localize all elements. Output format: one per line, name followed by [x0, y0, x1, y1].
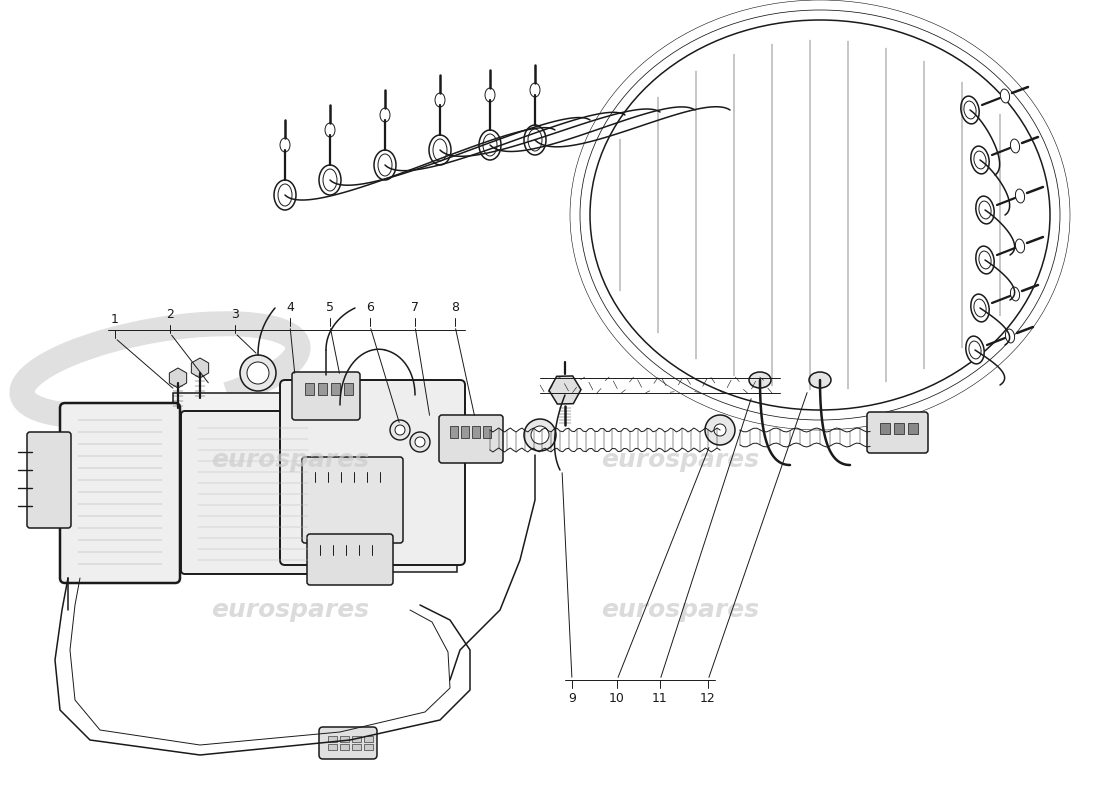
Bar [340, 736, 349, 742]
Circle shape [412, 427, 418, 433]
Ellipse shape [379, 108, 390, 122]
Ellipse shape [1000, 89, 1010, 103]
Ellipse shape [976, 196, 994, 224]
Text: 5: 5 [326, 301, 334, 314]
Bar [908, 423, 918, 434]
Circle shape [415, 437, 425, 447]
Circle shape [705, 415, 735, 445]
Ellipse shape [485, 88, 495, 102]
Ellipse shape [966, 336, 984, 364]
Circle shape [287, 427, 293, 433]
Bar [318, 383, 327, 395]
Text: 8: 8 [451, 301, 459, 314]
Text: 1: 1 [111, 313, 119, 326]
Text: eurospares: eurospares [211, 598, 370, 622]
Ellipse shape [749, 372, 771, 388]
Ellipse shape [324, 123, 336, 137]
Bar [880, 423, 890, 434]
FancyBboxPatch shape [439, 415, 503, 463]
Ellipse shape [1015, 239, 1024, 253]
Circle shape [248, 362, 270, 384]
Circle shape [531, 426, 549, 444]
Ellipse shape [280, 138, 290, 152]
Text: 6: 6 [366, 301, 374, 314]
Circle shape [282, 422, 298, 438]
Ellipse shape [524, 125, 546, 155]
Circle shape [367, 427, 373, 433]
FancyBboxPatch shape [173, 393, 456, 572]
Ellipse shape [319, 165, 341, 195]
Bar [331, 383, 340, 395]
Text: eurospares: eurospares [601, 598, 759, 622]
Text: 4: 4 [286, 301, 294, 314]
Circle shape [390, 420, 410, 440]
FancyBboxPatch shape [867, 412, 928, 453]
Circle shape [412, 517, 418, 523]
Circle shape [407, 422, 424, 438]
Circle shape [362, 512, 378, 528]
Bar [344, 383, 353, 395]
Text: eurospares: eurospares [601, 448, 759, 472]
Ellipse shape [808, 372, 830, 388]
Text: 11: 11 [652, 692, 668, 705]
Ellipse shape [429, 135, 451, 165]
Text: 12: 12 [700, 692, 716, 705]
FancyBboxPatch shape [302, 457, 403, 543]
Ellipse shape [1015, 189, 1024, 203]
FancyBboxPatch shape [319, 727, 377, 759]
Ellipse shape [976, 246, 994, 274]
Circle shape [524, 419, 556, 451]
Text: 7: 7 [411, 301, 419, 314]
Bar [472, 426, 480, 438]
Ellipse shape [374, 150, 396, 180]
Ellipse shape [971, 294, 989, 322]
FancyBboxPatch shape [280, 380, 465, 565]
Bar [894, 423, 904, 434]
FancyBboxPatch shape [28, 432, 72, 528]
Circle shape [407, 512, 424, 528]
Ellipse shape [1005, 329, 1014, 343]
Circle shape [395, 425, 405, 435]
Ellipse shape [1011, 287, 1020, 301]
Text: 2: 2 [166, 308, 174, 321]
Bar [305, 383, 314, 395]
Bar [340, 744, 349, 750]
Bar [328, 736, 337, 742]
Bar [364, 744, 373, 750]
Circle shape [367, 517, 373, 523]
Ellipse shape [478, 130, 500, 160]
Ellipse shape [960, 96, 979, 124]
Bar [461, 426, 469, 438]
Circle shape [240, 355, 276, 391]
Ellipse shape [434, 93, 446, 107]
Circle shape [202, 512, 218, 528]
Bar [328, 744, 337, 750]
Text: 10: 10 [609, 692, 625, 705]
Circle shape [410, 432, 430, 452]
Bar [364, 736, 373, 742]
Circle shape [282, 512, 298, 528]
Bar [450, 426, 458, 438]
Text: 9: 9 [568, 692, 576, 705]
Ellipse shape [971, 146, 989, 174]
FancyBboxPatch shape [292, 372, 360, 420]
Text: eurospares: eurospares [211, 448, 370, 472]
FancyBboxPatch shape [307, 534, 393, 585]
Circle shape [362, 422, 378, 438]
Bar [483, 426, 491, 438]
Bar [352, 744, 361, 750]
FancyBboxPatch shape [182, 411, 319, 574]
Circle shape [207, 427, 213, 433]
Ellipse shape [1011, 139, 1020, 153]
Circle shape [202, 422, 218, 438]
Ellipse shape [530, 83, 540, 97]
Ellipse shape [274, 180, 296, 210]
Circle shape [287, 517, 293, 523]
FancyBboxPatch shape [60, 403, 180, 583]
Text: 3: 3 [231, 308, 239, 321]
Bar [352, 736, 361, 742]
Circle shape [714, 424, 726, 436]
Circle shape [207, 517, 213, 523]
